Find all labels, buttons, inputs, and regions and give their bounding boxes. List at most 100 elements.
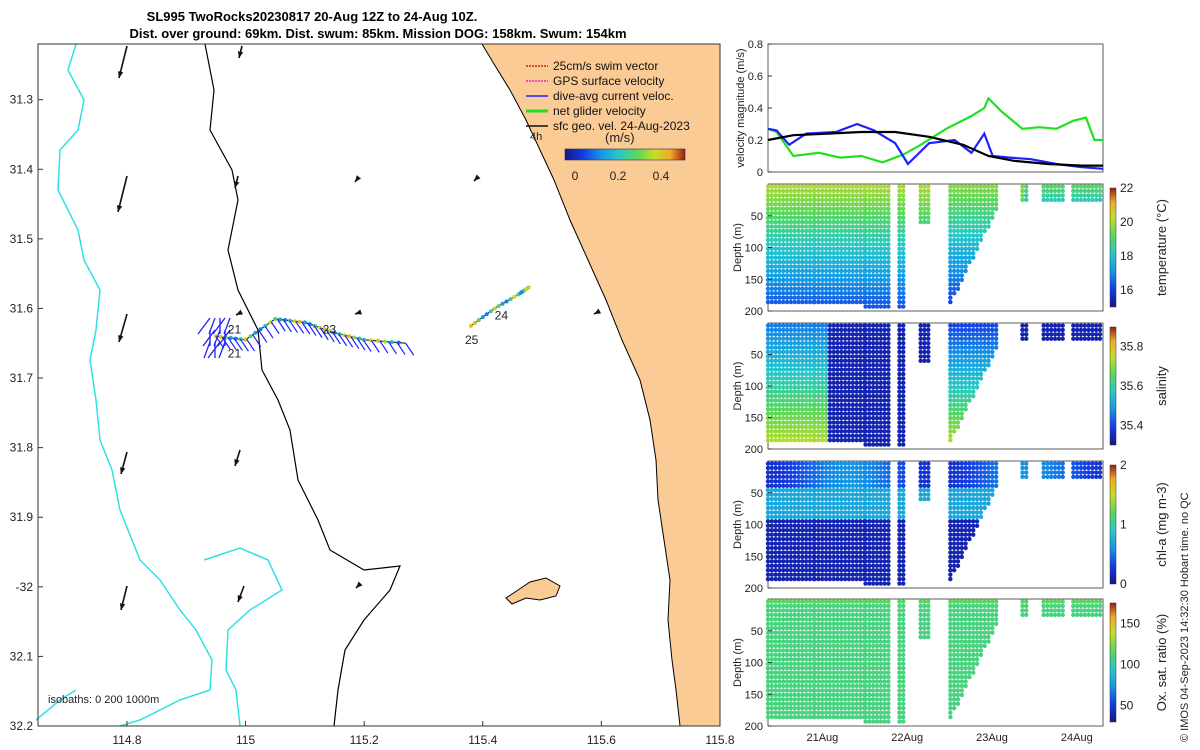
figure-title-line2: Dist. over ground: 69km. Dist. swum: 85k…	[129, 26, 626, 41]
profile-point	[788, 528, 794, 533]
profile-point	[803, 237, 809, 243]
profile-point	[773, 559, 778, 564]
profile-point	[990, 488, 995, 493]
profile-point	[951, 474, 957, 480]
profile-point	[803, 706, 809, 711]
profile-point	[807, 398, 813, 403]
profile-point	[827, 332, 833, 337]
profile-point	[878, 415, 883, 421]
profile-point	[831, 420, 836, 425]
profile-point	[846, 479, 852, 484]
profile-point	[846, 393, 852, 399]
profile-point	[926, 193, 931, 198]
profile-point	[792, 465, 797, 471]
profile-point	[850, 541, 856, 546]
profile-point	[948, 501, 953, 506]
island	[505, 577, 561, 605]
profile-point	[788, 389, 794, 394]
profile-point	[827, 411, 833, 416]
profile-point	[820, 197, 825, 203]
profile-point	[792, 657, 797, 662]
profile-point	[870, 349, 876, 355]
profile-point	[835, 349, 840, 355]
profile-point	[955, 237, 961, 243]
profile-point	[986, 474, 991, 480]
profile-point	[796, 385, 801, 390]
profile-point	[858, 554, 863, 560]
profile-point	[863, 612, 868, 618]
profile-point	[835, 621, 840, 626]
profile-point	[963, 211, 968, 216]
profile-point	[839, 255, 844, 260]
profile-point	[863, 188, 868, 194]
profile-point	[796, 429, 801, 434]
profile-point	[812, 674, 817, 680]
profile-point	[850, 233, 856, 238]
profile-point	[835, 679, 840, 684]
profile-point	[854, 608, 859, 613]
section-y-tick-label: 50	[751, 488, 763, 500]
profile-point	[897, 437, 902, 443]
profile-point	[831, 228, 836, 234]
profile-point	[963, 389, 968, 394]
profile-point	[777, 299, 782, 305]
profile-point	[823, 648, 829, 653]
profile-point	[807, 608, 813, 613]
profile-point	[765, 670, 771, 675]
profile-point	[870, 470, 876, 475]
profile-point	[823, 492, 829, 497]
profile-point	[850, 639, 856, 644]
profile-point	[846, 572, 852, 577]
profile-point	[850, 246, 856, 251]
profile-point	[922, 197, 927, 203]
profile-point	[816, 291, 821, 296]
profile-point	[967, 332, 972, 337]
profile-point	[1024, 336, 1029, 341]
profile-point	[777, 380, 782, 386]
profile-point	[812, 358, 817, 363]
profile-point	[842, 389, 848, 394]
profile-point	[803, 398, 809, 403]
profile-point	[831, 424, 836, 430]
profile-point	[831, 519, 836, 524]
profile-point	[967, 398, 972, 403]
profile-point	[800, 202, 805, 207]
profile-point	[827, 323, 833, 328]
profile-point	[777, 345, 782, 350]
profile-point	[839, 465, 844, 471]
profile-point	[842, 273, 848, 278]
profile-point	[784, 385, 790, 390]
profile-point	[982, 336, 987, 341]
profile-point	[803, 688, 809, 693]
profile-point	[823, 246, 829, 251]
profile-point	[812, 683, 817, 689]
profile-point	[974, 461, 980, 466]
profile-point	[850, 295, 856, 300]
profile-point	[816, 323, 821, 328]
profile-point	[867, 211, 872, 216]
profile-point	[959, 340, 964, 346]
profile-point	[850, 697, 856, 702]
profile-point	[850, 407, 856, 412]
profile-point	[897, 474, 902, 480]
profile-point	[886, 483, 891, 488]
profile-point	[812, 532, 817, 537]
profile-point	[858, 420, 863, 425]
profile-point	[901, 568, 906, 573]
profile-point	[974, 496, 980, 502]
geo-velocity-arrow-head	[237, 51, 244, 58]
profile-point	[897, 299, 902, 305]
profile-point	[812, 510, 817, 515]
profile-point	[831, 479, 836, 484]
profile-point	[870, 643, 876, 649]
profile-point	[784, 634, 790, 640]
profile-point	[769, 496, 775, 502]
profile-point	[874, 367, 880, 372]
profile-point	[867, 617, 872, 622]
profile-point	[863, 470, 868, 475]
profile-point	[959, 528, 964, 533]
profile-point	[823, 429, 829, 434]
profile-point	[897, 304, 902, 309]
profile-point	[922, 492, 927, 497]
profile-point	[792, 688, 797, 693]
